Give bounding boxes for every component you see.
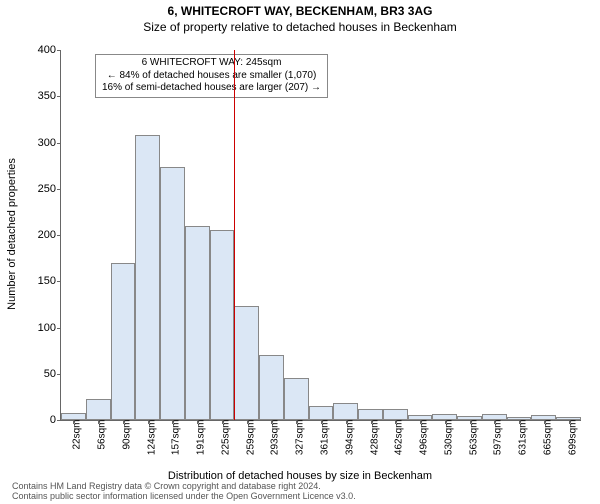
x-tick-label: 293sqm [270, 420, 281, 456]
x-tick-label: 361sqm [320, 420, 331, 456]
x-tick-label: 597sqm [493, 420, 504, 456]
x-tick-label: 22sqm [72, 420, 83, 450]
footer: Contains HM Land Registry data © Crown c… [12, 482, 588, 502]
footer-line2: Contains public sector information licen… [12, 492, 588, 502]
y-tick-mark [57, 235, 61, 236]
y-tick-label: 50 [16, 368, 56, 380]
x-tick-label: 428sqm [369, 420, 380, 456]
chart-subtitle: Size of property relative to detached ho… [0, 20, 600, 34]
plot-area: 6 WHITECROFT WAY: 245sqm ← 84% of detach… [60, 50, 581, 421]
y-tick-mark [57, 374, 61, 375]
annotation-box: 6 WHITECROFT WAY: 245sqm ← 84% of detach… [95, 54, 328, 98]
histogram-bar [185, 226, 210, 420]
annotation-line2: ← 84% of detached houses are smaller (1,… [102, 70, 321, 83]
marker-line [234, 50, 235, 420]
x-tick-label: 699sqm [567, 420, 578, 456]
y-tick-mark [57, 143, 61, 144]
histogram-bar [284, 378, 309, 420]
histogram-bar [210, 230, 235, 420]
x-tick-label: 90sqm [121, 420, 132, 450]
y-tick-mark [57, 96, 61, 97]
x-tick-label: 530sqm [443, 420, 454, 456]
x-tick-label: 259sqm [245, 420, 256, 456]
x-tick-label: 327sqm [295, 420, 306, 456]
x-axis-label: Distribution of detached houses by size … [0, 470, 600, 482]
x-tick-label: 665sqm [542, 420, 553, 456]
x-tick-label: 157sqm [171, 420, 182, 456]
histogram-bar [333, 403, 358, 420]
x-tick-label: 563sqm [468, 420, 479, 456]
histogram-bar [309, 406, 334, 420]
x-tick-label: 225sqm [220, 420, 231, 456]
histogram-bar [234, 306, 259, 420]
x-tick-label: 462sqm [394, 420, 405, 456]
x-tick-label: 394sqm [344, 420, 355, 456]
x-tick-label: 191sqm [196, 420, 207, 456]
y-tick-mark [57, 189, 61, 190]
histogram-bar [383, 409, 408, 420]
histogram-bar [160, 167, 185, 420]
y-tick-label: 400 [16, 44, 56, 56]
histogram-bar [135, 135, 160, 420]
annotation-line3: 16% of semi-detached houses are larger (… [102, 82, 321, 95]
x-tick-label: 631sqm [518, 420, 529, 456]
histogram-bar [259, 355, 284, 420]
histogram-bar [86, 399, 111, 420]
y-tick-label: 300 [16, 137, 56, 149]
y-tick-mark [57, 281, 61, 282]
histogram-bar [111, 263, 136, 420]
y-tick-mark [57, 420, 61, 421]
y-tick-label: 150 [16, 275, 56, 287]
x-tick-label: 124sqm [146, 420, 157, 456]
y-tick-mark [57, 328, 61, 329]
x-tick-label: 496sqm [419, 420, 430, 456]
y-tick-label: 250 [16, 183, 56, 195]
annotation-line1: 6 WHITECROFT WAY: 245sqm [102, 57, 321, 70]
histogram-bar [358, 409, 383, 420]
y-tick-label: 200 [16, 229, 56, 241]
y-tick-label: 350 [16, 90, 56, 102]
y-tick-mark [57, 50, 61, 51]
y-tick-label: 100 [16, 322, 56, 334]
x-tick-label: 56sqm [97, 420, 108, 450]
chart-title: 6, WHITECROFT WAY, BECKENHAM, BR3 3AG [0, 4, 600, 18]
y-tick-label: 0 [16, 414, 56, 426]
